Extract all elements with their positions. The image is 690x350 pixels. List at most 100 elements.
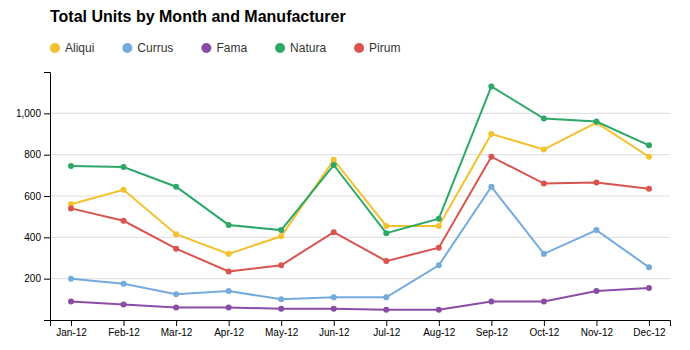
- y-tick: 1,000: [16, 108, 50, 119]
- series-point: [383, 294, 389, 300]
- x-tick-label: Sep-12: [476, 327, 509, 338]
- series-point: [331, 294, 337, 300]
- series-point: [488, 184, 494, 190]
- plot-area: 200 400 600 800 1,000 Jan-12 Feb-12 Mar-12 Apr-1…: [16, 73, 671, 339]
- x-tick-mark: [596, 320, 597, 326]
- x-tick-label: Jun-12: [319, 327, 350, 338]
- x-tick: Mar-12: [161, 320, 193, 338]
- series-point: [383, 258, 389, 264]
- series-point: [121, 187, 127, 193]
- series-point: [278, 227, 284, 233]
- series-point: [593, 288, 599, 294]
- y-tick-mark: [44, 113, 50, 114]
- series-line: [71, 123, 649, 254]
- series-point: [383, 230, 389, 236]
- y-tick-mark: [44, 196, 50, 197]
- x-tick-label: Jan-12: [56, 327, 87, 338]
- series-point: [226, 305, 232, 311]
- series-point: [541, 298, 547, 304]
- series-point: [173, 246, 179, 252]
- series-point: [541, 116, 547, 122]
- grid-line: [50, 196, 670, 197]
- y-tick: 400: [24, 232, 50, 243]
- series-point: [331, 157, 337, 163]
- series-point: [593, 227, 599, 233]
- series-point: [383, 223, 389, 229]
- series-point: [436, 245, 442, 251]
- grid-line: [50, 113, 670, 114]
- series-point: [646, 285, 652, 291]
- y-tick-label: 400: [24, 232, 41, 243]
- x-tick-label: Jul-12: [373, 327, 401, 338]
- x-tick: Dec-12: [633, 320, 666, 338]
- x-tick-label: Dec-12: [633, 327, 666, 338]
- series-point: [541, 181, 547, 187]
- series-point: [278, 296, 284, 302]
- series-point: [68, 298, 74, 304]
- legend-label: Currus: [137, 41, 173, 55]
- y-tick: 800: [24, 149, 50, 160]
- series-line: [71, 187, 649, 300]
- x-tick-mark: [544, 320, 545, 326]
- x-tick-mark: [491, 320, 492, 326]
- x-tick-label: May-12: [265, 327, 299, 338]
- series-point: [68, 163, 74, 169]
- y-tick-label: 600: [24, 191, 41, 202]
- grid: [50, 113, 670, 278]
- legend-label: Aliqui: [65, 41, 94, 55]
- legend-swatch: [354, 43, 364, 53]
- x-tick-label: Aug-12: [423, 327, 456, 338]
- y-tick-label: 800: [24, 149, 41, 160]
- legend-item: Currus: [122, 41, 173, 55]
- y-axis-line: [44, 73, 51, 321]
- series-point: [436, 262, 442, 268]
- grid-line: [50, 154, 670, 155]
- legend-swatch: [50, 43, 60, 53]
- x-tick: Sep-12: [476, 320, 509, 338]
- series-line: [71, 86, 649, 233]
- chart: Total Units by Month and ManufacturerAli…: [0, 0, 690, 350]
- x-tick-mark: [124, 320, 125, 326]
- series-point: [226, 268, 232, 274]
- legend-label: Fama: [216, 41, 247, 55]
- series-point: [436, 307, 442, 313]
- legend-label: Pirum: [369, 41, 400, 55]
- x-tick: Jan-12: [56, 320, 87, 338]
- legend-swatch: [122, 43, 132, 53]
- x-tick: Feb-12: [108, 320, 140, 338]
- x-tick-mark: [386, 320, 387, 326]
- x-axis: Jan-12 Feb-12 Mar-12 Apr-12 May-12 Jun-12 Jul-…: [51, 320, 671, 338]
- x-tick: Apr-12: [214, 320, 244, 338]
- y-tick-label: 1,000: [16, 108, 41, 119]
- y-tick-label: 200: [24, 273, 41, 284]
- legend-item: Fama: [201, 41, 247, 55]
- x-tick-label: Nov-12: [581, 327, 614, 338]
- series-point: [593, 180, 599, 186]
- series-point: [68, 276, 74, 282]
- x-tick: Jun-12: [319, 320, 350, 338]
- series-point: [541, 147, 547, 153]
- legend-item: Aliqui: [50, 41, 94, 55]
- x-tick-mark: [649, 320, 650, 326]
- series-point: [331, 162, 337, 168]
- series-point: [278, 306, 284, 312]
- x-tick-mark: [176, 320, 177, 326]
- x-tick: Oct-12: [529, 320, 559, 338]
- series-point: [541, 251, 547, 257]
- x-tick-mark: [229, 320, 230, 326]
- series-point: [121, 302, 127, 308]
- series-point: [121, 218, 127, 224]
- series-point: [226, 251, 232, 257]
- y-tick: 200: [24, 273, 50, 284]
- y-tick-mark: [44, 279, 50, 280]
- series-point: [173, 291, 179, 297]
- series-point: [488, 83, 494, 89]
- series-point: [488, 298, 494, 304]
- series-point: [646, 186, 652, 192]
- series-line: [71, 157, 649, 272]
- series-point: [593, 119, 599, 125]
- series-point: [488, 154, 494, 160]
- grid-line: [50, 237, 670, 238]
- series-point: [331, 306, 337, 312]
- x-tick-label: Apr-12: [214, 327, 244, 338]
